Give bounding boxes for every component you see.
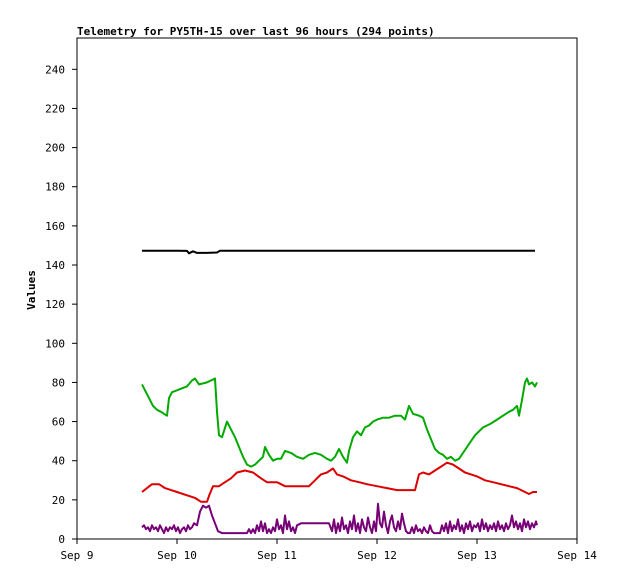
- x-tick-label: Sep 12: [357, 549, 397, 562]
- series-line-3: [141, 461, 537, 503]
- series-line-4: [141, 502, 538, 535]
- series-layer: [141, 249, 538, 535]
- x-tick-label: Sep 10: [157, 549, 197, 562]
- y-tick-label: 120: [45, 298, 65, 311]
- y-tick-label: 100: [45, 337, 65, 350]
- x-tick-label: Sep 11: [257, 549, 297, 562]
- y-tick-label: 60: [52, 416, 65, 429]
- chart-title: Telemetry for PY5TH-15 over last 96 hour…: [77, 25, 435, 38]
- y-tick-label: 40: [52, 455, 65, 468]
- series-line-1: [142, 249, 535, 255]
- y-tick-label: 240: [45, 63, 65, 76]
- series-line-2: [141, 377, 538, 468]
- y-tick-label: 140: [45, 259, 65, 272]
- ticks-layer: 0 20 40 60 80 100 120 140 160 180 200 220 240 Sep 9 Se…: [45, 63, 597, 562]
- plot-frame: [76, 37, 578, 540]
- y-tick-label: 80: [52, 376, 65, 389]
- y-tick-label: 0: [58, 533, 65, 546]
- y-tick-label: 160: [45, 220, 65, 233]
- y-tick-label: 20: [52, 494, 65, 507]
- y-tick-label: 220: [45, 102, 65, 115]
- y-tick-label: 180: [45, 181, 65, 194]
- y-tick-label: 200: [45, 142, 65, 155]
- x-tick-label: Sep 9: [60, 549, 93, 562]
- y-axis-label: Values: [25, 270, 38, 310]
- x-tick-label: Sep 14: [557, 549, 597, 562]
- x-tick-label: Sep 13: [457, 549, 497, 562]
